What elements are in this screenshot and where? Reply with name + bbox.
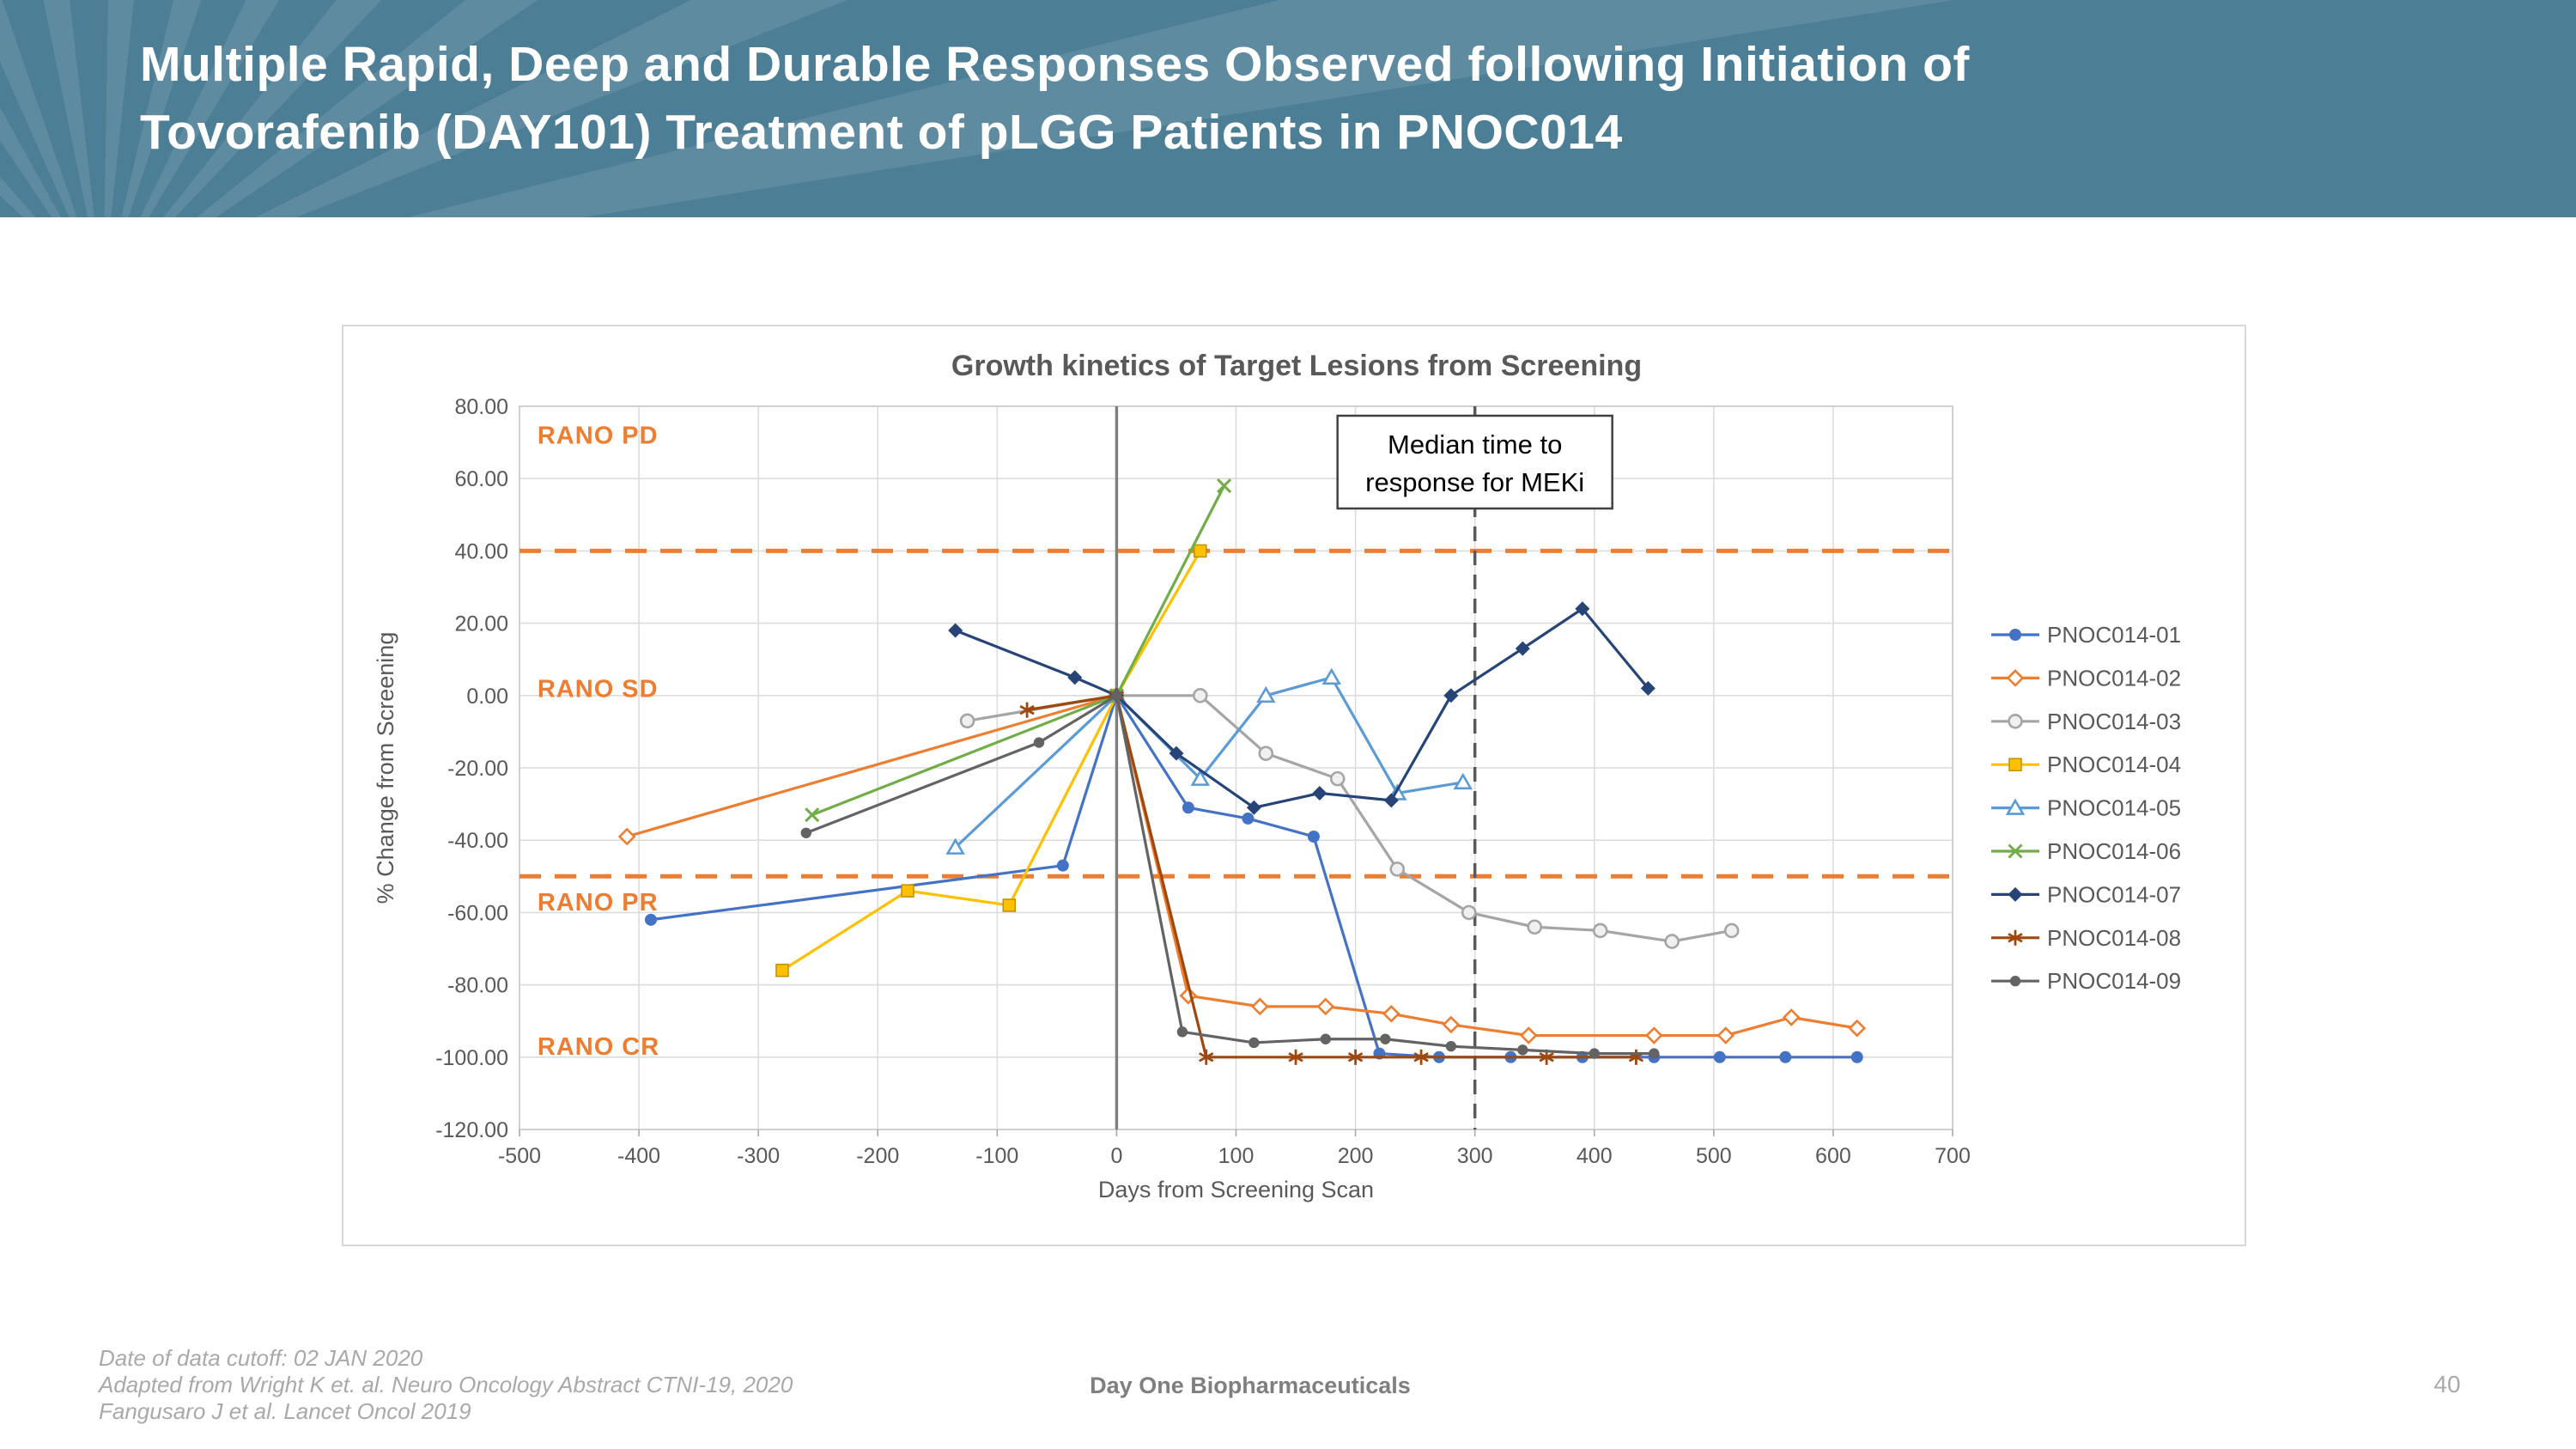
svg-text:60.00: 60.00 bbox=[454, 467, 508, 491]
x-tick-labels: -500 -400 -300 -200 -100 0 100 200 300 400 500 600 7… bbox=[498, 1144, 1971, 1168]
footer-citations: Date of data cutoff: 02 JAN 2020 Adapted… bbox=[99, 1345, 872, 1425]
legend-item-PNOC014-01: PNOC014-01 bbox=[1991, 622, 2181, 648]
svg-text:100: 100 bbox=[1218, 1144, 1255, 1168]
series-PNOC014-09 bbox=[800, 690, 1660, 1059]
rano-zone-labels: RANO PD RANO SD RANO PR RANO CR bbox=[538, 423, 659, 1061]
legend-label: PNOC014-09 bbox=[2047, 968, 2181, 994]
svg-text:-500: -500 bbox=[498, 1144, 541, 1168]
footer-citation-1: Adapted from Wright K et. al. Neuro Onco… bbox=[99, 1372, 793, 1397]
legend-label: PNOC014-07 bbox=[2047, 881, 2181, 907]
svg-text:-300: -300 bbox=[737, 1144, 780, 1168]
svg-text:-120.00: -120.00 bbox=[435, 1118, 508, 1142]
x-axis-ticks bbox=[519, 1129, 1953, 1136]
slide-title: Multiple Rapid, Deep and Durable Respons… bbox=[140, 31, 1970, 167]
footer-page-number: 40 bbox=[2433, 1371, 2461, 1397]
svg-text:-80.00: -80.00 bbox=[447, 974, 508, 998]
chart-panel: Median time to response for MEKi RANO PD RA… bbox=[342, 325, 2246, 1246]
gridlines bbox=[519, 405, 1953, 1130]
meki-box-text-line2: response for MEKi bbox=[1365, 467, 1584, 497]
footer-citation-2: Fangusaro J et al. Lancet Oncol 2019 bbox=[99, 1398, 471, 1424]
rano-label-sd: RANO SD bbox=[538, 675, 659, 703]
svg-text:200: 200 bbox=[1338, 1144, 1374, 1168]
svg-text:400: 400 bbox=[1577, 1144, 1613, 1168]
svg-text:-60.00: -60.00 bbox=[447, 901, 508, 925]
y-tick-labels: 80.00 60.00 40.00 20.00 0.00 -20.00 -40.00 -60.… bbox=[435, 395, 508, 1142]
series-PNOC014-05 bbox=[945, 667, 1473, 855]
rano-label-cr: RANO CR bbox=[538, 1033, 659, 1061]
legend-label: PNOC014-06 bbox=[2047, 838, 2181, 864]
rano-threshold-lines bbox=[519, 548, 1953, 879]
footer-company: Day One Biopharmaceuticals bbox=[1090, 1373, 1411, 1398]
series-PNOC014-08 bbox=[1019, 687, 1644, 1065]
legend-item-PNOC014-08: PNOC014-08 bbox=[1991, 925, 2181, 951]
series-PNOC014-06 bbox=[805, 478, 1232, 823]
svg-text:-20.00: -20.00 bbox=[447, 757, 508, 781]
slide-title-line1: Multiple Rapid, Deep and Durable Respons… bbox=[140, 37, 1970, 92]
legend-item-PNOC014-06: PNOC014-06 bbox=[1991, 838, 2181, 864]
svg-text:-400: -400 bbox=[617, 1144, 660, 1168]
svg-text:80.00: 80.00 bbox=[454, 395, 508, 419]
chart-title: Growth kinetics of Target Lesions from S… bbox=[951, 350, 1642, 382]
svg-text:20.00: 20.00 bbox=[454, 612, 508, 636]
svg-text:-100: -100 bbox=[975, 1144, 1018, 1168]
legend-item-PNOC014-09: PNOC014-09 bbox=[1991, 968, 2181, 994]
legend-item-PNOC014-03: PNOC014-03 bbox=[1991, 709, 2181, 734]
svg-text:0: 0 bbox=[1110, 1144, 1122, 1168]
meki-annotation-box: Median time to response for MEKi bbox=[1336, 414, 1613, 510]
slide-header: Multiple Rapid, Deep and Durable Respons… bbox=[0, 0, 2576, 217]
legend-label: PNOC014-08 bbox=[2047, 925, 2181, 951]
legend-item-PNOC014-07: PNOC014-07 bbox=[1991, 881, 2181, 907]
legend-item-PNOC014-02: PNOC014-02 bbox=[1991, 665, 2181, 691]
svg-text:-40.00: -40.00 bbox=[447, 829, 508, 853]
svg-text:0.00: 0.00 bbox=[466, 685, 508, 709]
legend-label: PNOC014-05 bbox=[2047, 795, 2181, 821]
svg-text:700: 700 bbox=[1935, 1144, 1971, 1168]
meki-box-text-line1: Median time to bbox=[1388, 429, 1562, 460]
x-axis-title: Days from Screening Scan bbox=[1098, 1177, 1374, 1202]
legend-label: PNOC014-03 bbox=[2047, 709, 2181, 734]
svg-text:40.00: 40.00 bbox=[454, 539, 508, 563]
svg-text:600: 600 bbox=[1815, 1144, 1851, 1168]
legend-label: PNOC014-02 bbox=[2047, 665, 2181, 691]
y-axis-title: % Change from Screening bbox=[373, 632, 398, 904]
footer-cutoff-date: Date of data cutoff: 02 JAN 2020 bbox=[99, 1345, 423, 1371]
chart-legend: PNOC014-01 PNOC014-02 PNOC014-03 PNOC014-04… bbox=[1991, 622, 2181, 994]
series-PNOC014-07 bbox=[948, 601, 1656, 815]
svg-text:-100.00: -100.00 bbox=[435, 1046, 508, 1070]
legend-label: PNOC014-01 bbox=[2047, 622, 2181, 648]
svg-text:-200: -200 bbox=[856, 1144, 899, 1168]
rano-label-pd: RANO PD bbox=[538, 423, 659, 450]
legend-label: PNOC014-04 bbox=[2047, 752, 2181, 777]
slide-title-line2: Tovorafenib (DAY101) Treatment of pLGG P… bbox=[140, 105, 1623, 160]
series-PNOC014-02 bbox=[617, 686, 1867, 1044]
legend-item-PNOC014-05: PNOC014-05 bbox=[1991, 795, 2181, 821]
svg-text:500: 500 bbox=[1696, 1144, 1732, 1168]
legend-item-PNOC014-04: PNOC014-04 bbox=[1991, 752, 2181, 777]
rano-label-pr: RANO PR bbox=[538, 889, 659, 916]
svg-text:300: 300 bbox=[1457, 1144, 1493, 1168]
